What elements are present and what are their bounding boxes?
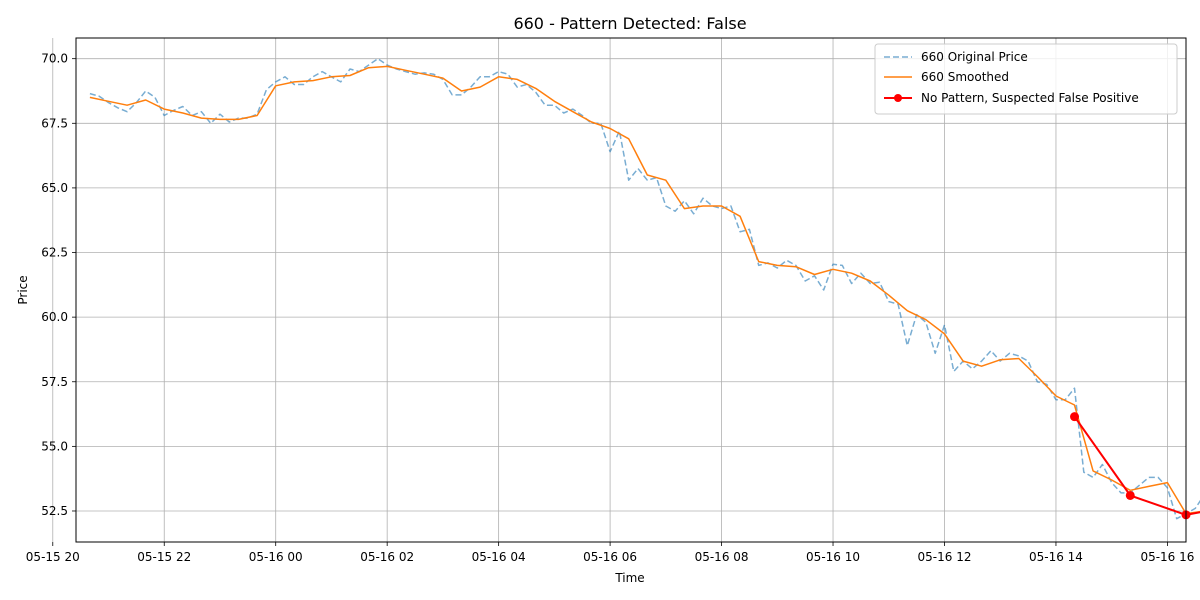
series-original-price-line — [89, 57, 1200, 520]
false-positive-marker — [1070, 412, 1080, 422]
x-tick-label: 05-16 04 — [472, 550, 526, 564]
x-tick-label: 05-16 02 — [360, 550, 414, 564]
x-axis-label: Time — [614, 571, 644, 585]
x-tick-label: 05-16 10 — [806, 550, 860, 564]
x-axis-ticks: 05-15 20 05-15 22 05-16 00 05-16 02 05-16 04… — [26, 542, 1194, 564]
x-tick-label: 05-16 00 — [249, 550, 303, 564]
legend-label-false-positive: No Pattern, Suspected False Positive — [921, 91, 1139, 105]
legend-box — [874, 43, 1178, 115]
x-tick-label: 05-15 22 — [137, 550, 191, 564]
x-tick-label: 05-16 16 — [1140, 550, 1194, 564]
y-tick-label: 57.5 — [41, 375, 68, 389]
x-tick-label: 05-16 12 — [918, 550, 972, 564]
x-tick-label: 05-16 14 — [1029, 550, 1083, 564]
legend: 660 Original Price 660 Smoothed No Patte… — [874, 43, 1178, 115]
y-tick-label: 55.0 — [41, 439, 68, 453]
legend-marker-false-positive — [894, 94, 902, 102]
x-tick-label: 05-15 20 — [26, 550, 80, 564]
plot-frame — [75, 37, 1187, 543]
y-tick-label: 67.5 — [41, 116, 68, 130]
y-tick-label: 52.5 — [41, 504, 68, 518]
y-tick-label: 65.0 — [41, 181, 68, 195]
legend-label-original: 660 Original Price — [921, 50, 1028, 64]
y-tick-label: 62.5 — [41, 246, 68, 260]
y-axis-ticks: 52.5 55.0 57.5 60.0 62.5 65.0 67.5 70.0 — [41, 52, 76, 518]
series-smoothed-line — [89, 65, 1200, 515]
legend-label-smoothed: 660 Smoothed — [921, 70, 1009, 84]
chart-title: 660 - Pattern Detected: False — [513, 14, 746, 33]
false-positive-marker — [1125, 490, 1135, 500]
x-tick-label: 05-16 06 — [583, 550, 637, 564]
y-tick-label: 70.0 — [41, 52, 68, 66]
y-axis-label: Price — [16, 275, 30, 304]
x-tick-label: 05-16 08 — [695, 550, 749, 564]
y-tick-label: 60.0 — [41, 310, 68, 324]
